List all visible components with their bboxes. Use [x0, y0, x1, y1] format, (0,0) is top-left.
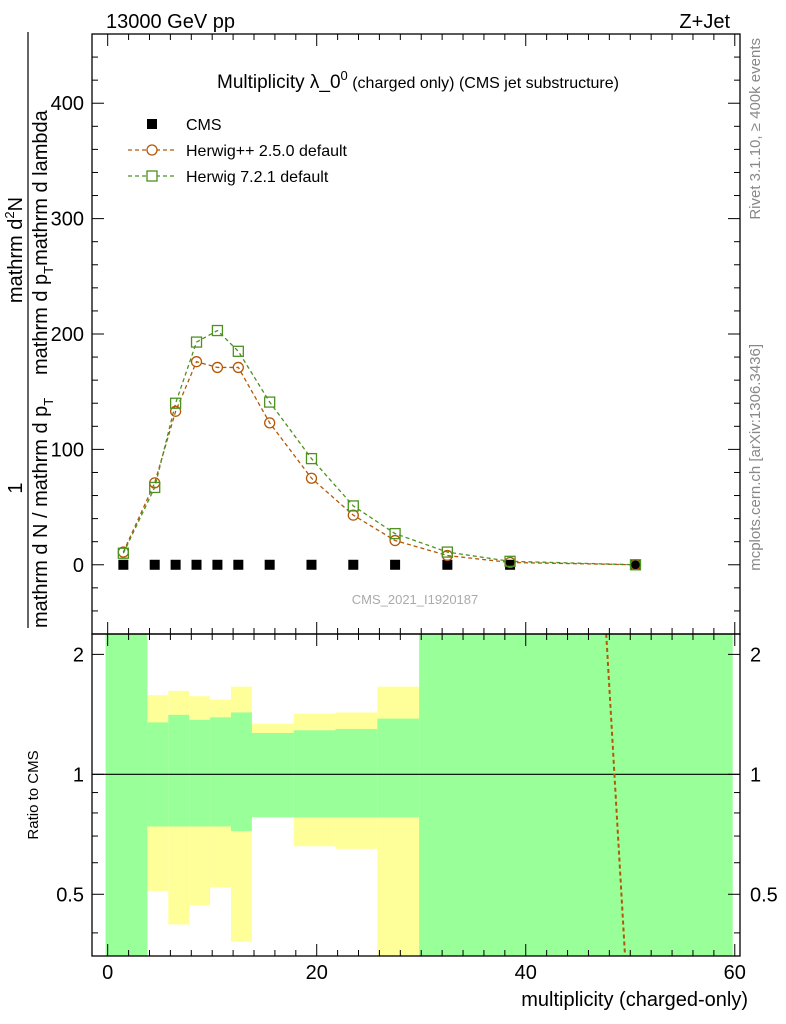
xtick-label: 40	[515, 962, 537, 984]
cms-point-0	[118, 560, 128, 570]
ratio-ytick-label-left: 0.5	[56, 884, 84, 906]
ratio-green-band-bin-6	[252, 733, 294, 817]
herwigpp-line	[123, 362, 635, 565]
ylabel-denominator-sub: T	[41, 398, 56, 406]
ylabel-inner-denominator-text: mathrm d p	[30, 274, 52, 375]
ratio-green-band-bin-10	[419, 634, 733, 956]
legend-marker-herwig7	[147, 171, 157, 181]
xtick-label: 60	[724, 962, 746, 984]
legend-marker-herwigpp	[147, 145, 157, 155]
main-ytick-label: 0	[73, 555, 84, 577]
ratio-ytick-label-right: 1	[750, 764, 761, 786]
cms-point-8	[348, 560, 358, 570]
legend-label-0: CMS	[186, 117, 222, 134]
plot-canvas: 13000 GeV pp Z+Jet Rivet 3.1.10, ≥ 400k …	[0, 0, 786, 1024]
legend-marker-cms	[147, 119, 157, 129]
ratio-green-band-bin-0	[106, 634, 148, 956]
ratio-green-band-bin-9	[377, 719, 419, 818]
main-ytick-label: 400	[51, 93, 84, 115]
plot-title-rest: (charged only) (CMS jet substructure)	[348, 75, 619, 92]
cms-point-11	[505, 560, 515, 570]
ylabel-inner-denominator-tail: mathrm d lambda	[30, 109, 52, 265]
header-process-energy: 13000 GeV pp	[106, 11, 235, 33]
ratio-green-band-bin-4	[210, 717, 231, 826]
cms-point-6	[265, 560, 275, 570]
ratio-ytick-label-left: 2	[73, 644, 84, 666]
ylabel-inner-numerator-tail: N	[5, 197, 27, 211]
mcplots-label: mcplots.cern.ch [arXiv:1306.3436]	[747, 344, 764, 571]
ratio-green-band-bin-2	[168, 715, 189, 827]
ylabel-inner-denominator-sub: T	[41, 266, 56, 274]
cms-point-3	[192, 560, 202, 570]
cms-point-5	[233, 560, 243, 570]
ylabel-denominator: mathrm d N / mathrm d pT	[30, 398, 56, 628]
ratio-ylabel: Ratio to CMS	[25, 750, 42, 839]
xlabel: multiplicity (charged-only)	[521, 989, 748, 1011]
cms-point-1	[150, 560, 160, 570]
ratio-uncertainty-bands	[106, 634, 733, 956]
legend-label-1: Herwig++ 2.5.0 default	[186, 143, 348, 160]
analysis-watermark: CMS_2021_I1920187	[352, 592, 479, 607]
xtick-label: 0	[102, 962, 113, 984]
cms-point-9	[390, 560, 400, 570]
ratio-green-band-bin-3	[189, 720, 210, 827]
main-ytick-label: 200	[51, 324, 84, 346]
cms-point-10	[442, 560, 452, 570]
ylabel-inner-numerator-sup: 2	[2, 211, 17, 218]
cms-point-4	[212, 560, 222, 570]
ylabel-denominator-text: mathrm d N / mathrm d p	[30, 406, 52, 628]
herwig7-point-5	[233, 346, 243, 356]
main-ytick-label: 100	[51, 439, 84, 461]
ylabel-inner-numerator-text: mathrm d	[5, 219, 27, 303]
ratio-ytick-label-left: 1	[73, 764, 84, 786]
main-series-layer	[118, 326, 640, 570]
ratio-green-band-bin-5	[231, 712, 252, 831]
cms-point-7	[306, 560, 316, 570]
header-analysis-type: Z+Jet	[679, 11, 730, 33]
plot-title: Multiplicity λ_00 (charged only) (CMS je…	[217, 68, 619, 93]
xtick-label: 20	[306, 962, 328, 984]
legend: CMS Herwig++ 2.5.0 default Herwig 7.2.1 de…	[128, 117, 348, 186]
ylabel-numerator: 1	[5, 482, 27, 493]
ylabel-inner-numerator: mathrm d2N	[2, 197, 27, 303]
main-ytick-label: 300	[51, 209, 84, 231]
ratio-green-band-bin-8	[336, 729, 378, 817]
rivet-version-label: Rivet 3.1.10, ≥ 400k events	[747, 38, 764, 220]
plot-title-sup: 0	[341, 68, 348, 83]
legend-label-2: Herwig 7.2.1 default	[186, 169, 329, 186]
cms-point-2	[171, 560, 181, 570]
ratio-ytick-label-right: 2	[750, 644, 761, 666]
ratio-ytick-label-right: 0.5	[750, 884, 778, 906]
plot-title-main: Multiplicity λ_0	[217, 72, 341, 93]
